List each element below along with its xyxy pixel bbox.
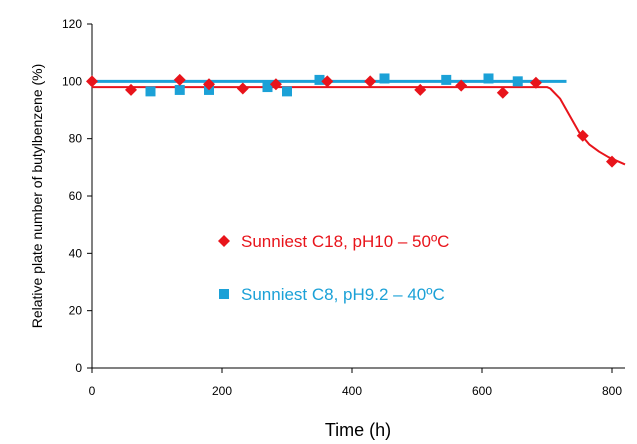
legend-marker-square <box>219 289 229 299</box>
point-c8 <box>282 86 292 97</box>
y-tick-label: 0 <box>75 361 82 375</box>
point-c18 <box>414 83 427 96</box>
point-c8 <box>483 73 494 84</box>
x-tick-label: 0 <box>89 384 96 398</box>
trend-line-c18 <box>92 86 626 166</box>
point-c18 <box>173 73 186 86</box>
x-tick-label: 800 <box>602 384 622 398</box>
x-axis-title: Time (h) <box>325 420 391 440</box>
data-markers <box>86 73 618 168</box>
y-tick-label: 80 <box>69 132 83 146</box>
legend-label-c18: Sunniest C18, pH10 – 50ºC <box>241 232 449 251</box>
x-axis-ticks: 0 200 400 600 800 <box>89 368 622 398</box>
point-c8 <box>145 86 156 97</box>
y-axis-ticks: 0 20 40 60 80 100 120 <box>62 17 92 375</box>
point-c18 <box>203 78 215 91</box>
point-c8 <box>512 76 523 87</box>
point-c18 <box>529 76 542 89</box>
point-c18 <box>269 78 282 91</box>
x-tick-label: 200 <box>212 384 232 398</box>
legend-item-c8: Sunniest C8, pH9.2 – 40ºC <box>219 285 445 304</box>
y-tick-label: 100 <box>62 74 82 88</box>
point-c18 <box>321 75 334 88</box>
y-axis-title: Relative plate number of butylbenzene (%… <box>29 64 45 329</box>
point-c18 <box>125 83 137 96</box>
legend-label-c8: Sunniest C8, pH9.2 – 40ºC <box>241 285 445 304</box>
trend-lines <box>92 79 626 166</box>
point-c18 <box>606 155 618 168</box>
y-tick-label: 60 <box>69 189 83 203</box>
legend-marker-diamond <box>218 235 230 247</box>
point-c18 <box>364 75 377 88</box>
point-c8 <box>174 84 185 95</box>
legend: Sunniest C18, pH10 – 50ºC Sunniest C8, p… <box>218 232 449 304</box>
point-c18 <box>455 79 468 92</box>
point-c18 <box>496 86 509 99</box>
point-c8 <box>262 82 273 93</box>
x-tick-label: 600 <box>472 384 492 398</box>
y-tick-label: 120 <box>62 17 82 31</box>
y-tick-label: 40 <box>69 246 83 260</box>
plot-area <box>91 24 625 369</box>
x-tick-label: 400 <box>342 384 362 398</box>
legend-item-c18: Sunniest C18, pH10 – 50ºC <box>218 232 449 251</box>
point-c8 <box>314 74 325 85</box>
y-tick-label: 20 <box>69 304 83 318</box>
point-c18 <box>576 129 589 142</box>
point-c8 <box>379 73 390 84</box>
point-c8 <box>441 74 452 85</box>
point-c18 <box>236 82 249 95</box>
point-c18 <box>86 75 98 88</box>
